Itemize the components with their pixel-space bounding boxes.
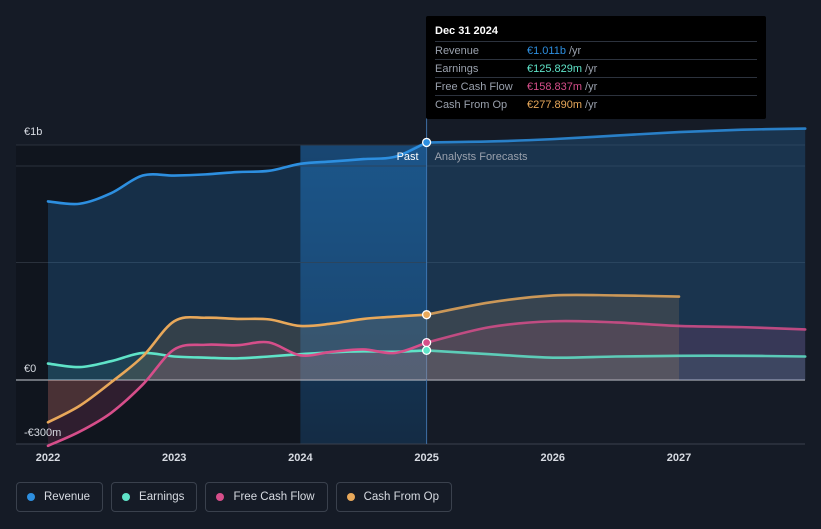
legend-dot-icon	[27, 493, 35, 501]
legend-item-revenue[interactable]: Revenue	[16, 482, 104, 512]
legend-dot-icon	[346, 493, 355, 501]
legend-label: Revenue	[44, 491, 91, 503]
line-free-cash-flow-forecast	[425, 319, 807, 344]
marker-earnings	[421, 345, 432, 356]
tooltip-row-revenue: Revenue €1.011b /yr	[435, 41, 757, 59]
forecast-label: Analysts Forecasts	[435, 151, 528, 163]
line-earnings-past	[46, 349, 428, 369]
marker-cash-from-op	[421, 310, 432, 320]
legend-label: Cash From Op	[363, 491, 440, 503]
tooltip: Dec 31 2024 Revenue €1.011b /yr Earnings…	[426, 16, 766, 119]
line-free-cash-flow-past	[46, 340, 428, 448]
tooltip-row-free-cash-flow: Free Cash Flow €158.837m /yr	[435, 77, 757, 95]
tooltip-unit: /yr	[585, 62, 598, 75]
tooltip-unit: /yr	[568, 44, 582, 57]
tooltip-label: Earnings	[435, 62, 479, 75]
line-cash-from-op-forecast	[425, 293, 681, 316]
tooltip-unit: /yr	[585, 98, 598, 111]
y-tick-label: €0	[24, 363, 36, 375]
tooltip-value: €277.890m	[527, 98, 583, 111]
legend-item-earnings[interactable]: Earnings	[111, 482, 198, 512]
tooltip-row-cash-from-op: Cash From Op €277.890m /yr	[435, 95, 757, 113]
marker-free-cash-flow	[421, 337, 432, 348]
x-tick-label: 2023	[162, 452, 186, 464]
tooltip-unit: /yr	[585, 80, 598, 93]
legend-item-cash-from-op[interactable]: Cash From Op	[335, 482, 453, 512]
line-earnings-forecast	[425, 349, 807, 360]
marker-revenue	[421, 137, 432, 148]
tooltip-value: €1.011b	[527, 44, 566, 57]
tooltip-value: €158.837m	[527, 80, 583, 93]
legend-dot-icon	[216, 493, 225, 501]
x-tick-label: 2025	[414, 452, 438, 464]
area-free-cash-flow	[48, 320, 806, 446]
y-tick-label: €1b	[24, 126, 42, 138]
tooltip-value: €125.829m	[527, 62, 583, 75]
x-tick-label: 2027	[667, 452, 691, 464]
tooltip-label: Free Cash Flow	[435, 80, 513, 93]
legend: Revenue Earnings Free Cash Flow Cash Fro…	[16, 482, 453, 512]
legend-item-free-cash-flow[interactable]: Free Cash Flow	[205, 482, 328, 512]
y-tick-label: -€300m	[24, 427, 61, 439]
line-revenue-past	[46, 141, 428, 206]
tooltip-label: Cash From Op	[435, 98, 508, 111]
legend-label: Free Cash Flow	[233, 491, 315, 503]
tooltip-row-earnings: Earnings €125.829m /yr	[435, 59, 757, 77]
highlight-band	[300, 145, 427, 444]
past-label: Past	[397, 151, 419, 163]
area-revenue	[48, 128, 806, 380]
legend-dot-icon	[122, 493, 131, 501]
x-tick-label: 2026	[541, 452, 565, 464]
x-tick-label: 2024	[288, 452, 313, 464]
area-cash-from-op	[48, 294, 679, 423]
line-revenue-forecast	[425, 127, 807, 144]
tooltip-label: Revenue	[435, 44, 480, 57]
legend-label: Earnings	[139, 491, 185, 503]
tooltip-date: Dec 31 2024	[435, 25, 498, 37]
line-cash-from-op-past	[46, 313, 428, 424]
x-tick-label: 2022	[36, 452, 60, 464]
